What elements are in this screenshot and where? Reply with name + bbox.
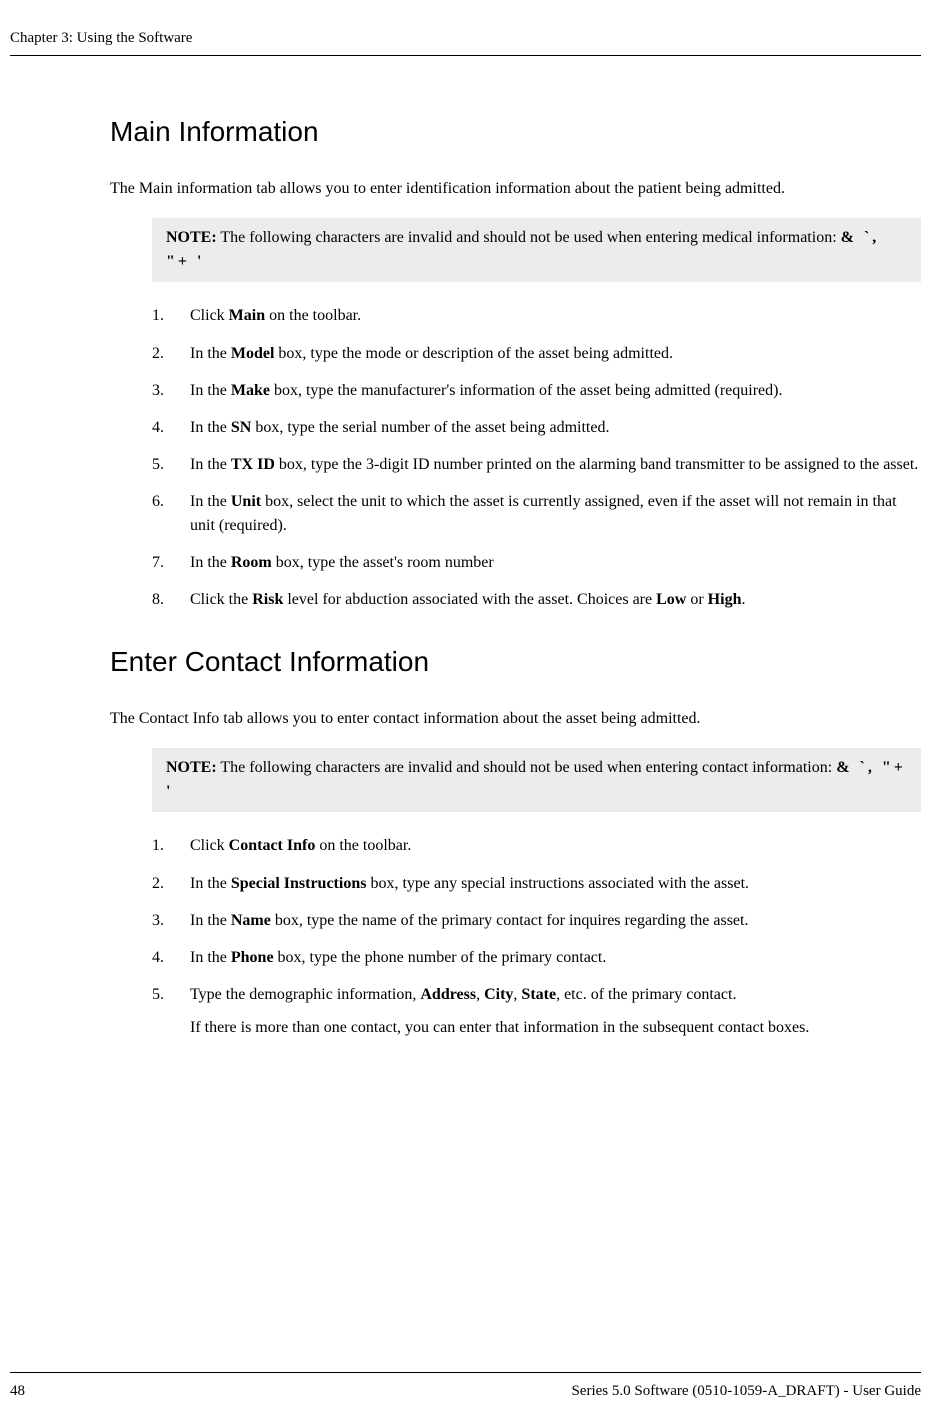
step-item: 2.In the Special Instructions box, type …	[152, 872, 921, 895]
step-item: 1.Click Main on the toolbar.	[152, 304, 921, 327]
step-number: 3.	[152, 909, 190, 932]
step-number: 4.	[152, 946, 190, 969]
step-item: 4.In the Phone box, type the phone numbe…	[152, 946, 921, 969]
step-text: Click Contact Info on the toolbar.	[190, 834, 921, 857]
step-item: 3.In the Name box, type the name of the …	[152, 909, 921, 932]
footer-right-text: Series 5.0 Software (0510-1059-A_DRAFT) …	[571, 1383, 921, 1400]
page-footer: 48 Series 5.0 Software (0510-1059-A_DRAF…	[10, 1372, 921, 1400]
step-text: In the Phone box, type the phone number …	[190, 946, 921, 969]
step-text: In the SN box, type the serial number of…	[190, 416, 921, 439]
section2-intro: The Contact Info tab allows you to enter…	[110, 708, 921, 730]
step-number: 2.	[152, 872, 190, 895]
step-item: 5.Type the demographic information, Addr…	[152, 983, 921, 1039]
page-content: Main Information The Main information ta…	[10, 116, 921, 1372]
note-box-1: NOTE: The following characters are inval…	[152, 218, 921, 282]
step-text: In the Name box, type the name of the pr…	[190, 909, 921, 932]
step-number: 4.	[152, 416, 190, 439]
chapter-title: Chapter 3: Using the Software	[10, 30, 921, 47]
step-number: 5.	[152, 453, 190, 476]
step-number: 5.	[152, 983, 190, 1039]
step-number: 7.	[152, 551, 190, 574]
step-number: 2.	[152, 342, 190, 365]
step-number: 6.	[152, 490, 190, 536]
step-item: 7.In the Room box, type the asset's room…	[152, 551, 921, 574]
step-number: 1.	[152, 304, 190, 327]
section2-steps: 1.Click Contact Info on the toolbar.2.In…	[152, 834, 921, 1039]
step-item: 6.In the Unit box, select the unit to wh…	[152, 490, 921, 536]
step-number: 1.	[152, 834, 190, 857]
step-number: 8.	[152, 588, 190, 611]
section1-intro: The Main information tab allows you to e…	[110, 178, 921, 200]
step-text: In the Unit box, select the unit to whic…	[190, 490, 921, 536]
step-text: In the Special Instructions box, type an…	[190, 872, 921, 895]
step-item: 8.Click the Risk level for abduction ass…	[152, 588, 921, 611]
step-text: Click the Risk level for abduction assoc…	[190, 588, 921, 611]
note-box-2: NOTE: The following characters are inval…	[152, 748, 921, 812]
step-text: In the Model box, type the mode or descr…	[190, 342, 921, 365]
note-text: The following characters are invalid and…	[217, 229, 841, 246]
step-item: 1.Click Contact Info on the toolbar.	[152, 834, 921, 857]
page-header: Chapter 3: Using the Software	[10, 30, 921, 56]
step-item: 5.In the TX ID box, type the 3-digit ID …	[152, 453, 921, 476]
section-heading-contact-info: Enter Contact Information	[110, 646, 921, 678]
note-label: NOTE:	[166, 759, 217, 776]
step-number: 3.	[152, 379, 190, 402]
step-text: In the TX ID box, type the 3-digit ID nu…	[190, 453, 921, 476]
step-item: 4.In the SN box, type the serial number …	[152, 416, 921, 439]
step-text: In the Room box, type the asset's room n…	[190, 551, 921, 574]
note-text: The following characters are invalid and…	[217, 759, 837, 776]
step-text: In the Make box, type the manufacturer's…	[190, 379, 921, 402]
section-heading-main-info: Main Information	[110, 116, 921, 148]
step-item: 3.In the Make box, type the manufacturer…	[152, 379, 921, 402]
step-text: Type the demographic information, Addres…	[190, 983, 921, 1039]
step-text: Click Main on the toolbar.	[190, 304, 921, 327]
page-number: 48	[10, 1383, 25, 1400]
step-item: 2.In the Model box, type the mode or des…	[152, 342, 921, 365]
note-label: NOTE:	[166, 229, 217, 246]
step-extra: If there is more than one contact, you c…	[190, 1016, 921, 1039]
section1-steps: 1.Click Main on the toolbar.2.In the Mod…	[152, 304, 921, 611]
